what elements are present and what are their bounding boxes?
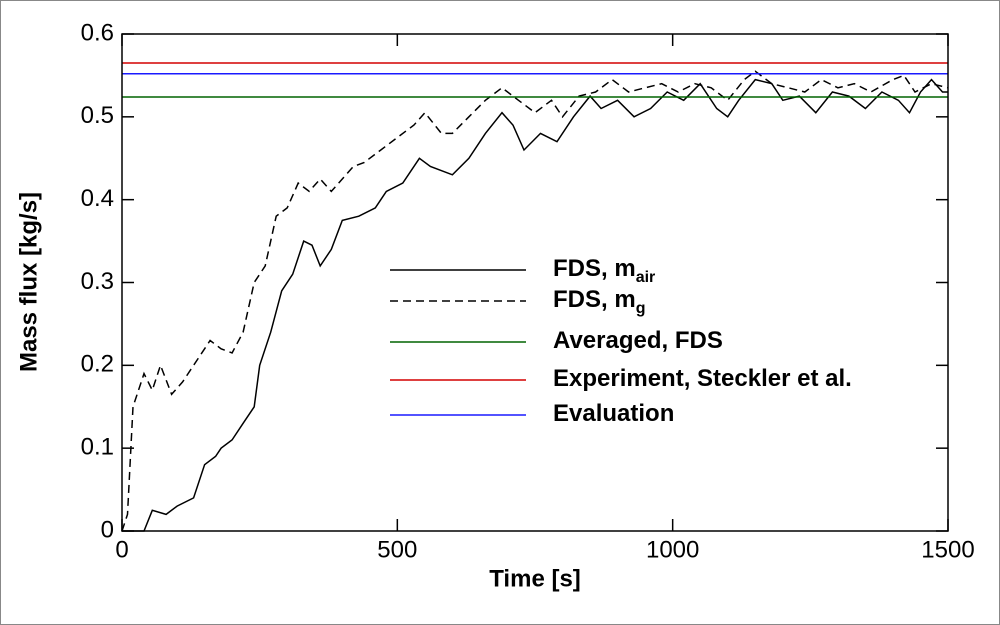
y-tick-label: 0 <box>101 516 114 543</box>
x-tick-label: 500 <box>377 536 417 563</box>
legend-label-text: FDS, m <box>553 286 636 313</box>
legend-label-subscript: g <box>636 300 646 317</box>
legend-label: Experiment, Steckler et al. <box>553 365 852 392</box>
x-tick-label: 0 <box>115 536 128 563</box>
legend-label: FDS, mair <box>553 255 655 286</box>
legend-label-text: Experiment, Steckler et al. <box>553 365 852 392</box>
x-tick-label: 1000 <box>646 536 699 563</box>
plot-border <box>121 33 949 532</box>
legend-label-text: FDS, m <box>553 255 636 282</box>
legend-label-text: Evaluation <box>553 400 674 427</box>
legend-label: FDS, mg <box>553 286 645 317</box>
y-tick-label: 0.2 <box>81 351 114 378</box>
y-tick-label: 0.6 <box>81 19 114 46</box>
legend-label-text: Averaged, FDS <box>553 327 723 354</box>
series-line <box>122 78 948 532</box>
x-axis-title: Time [s] <box>489 565 581 592</box>
y-tick-label: 0.4 <box>81 185 114 212</box>
legend-label-subscript: air <box>636 269 656 286</box>
y-tick-label: 0.1 <box>81 434 114 461</box>
y-tick-label: 0.3 <box>81 268 114 295</box>
y-axis-title: Mass flux [kg/s] <box>15 192 42 372</box>
x-tick-label: 1500 <box>921 536 974 563</box>
legend-label: Evaluation <box>553 400 674 427</box>
legend-label: Averaged, FDS <box>553 327 723 354</box>
series-line <box>121 70 949 532</box>
y-tick-label: 0.5 <box>81 102 114 129</box>
